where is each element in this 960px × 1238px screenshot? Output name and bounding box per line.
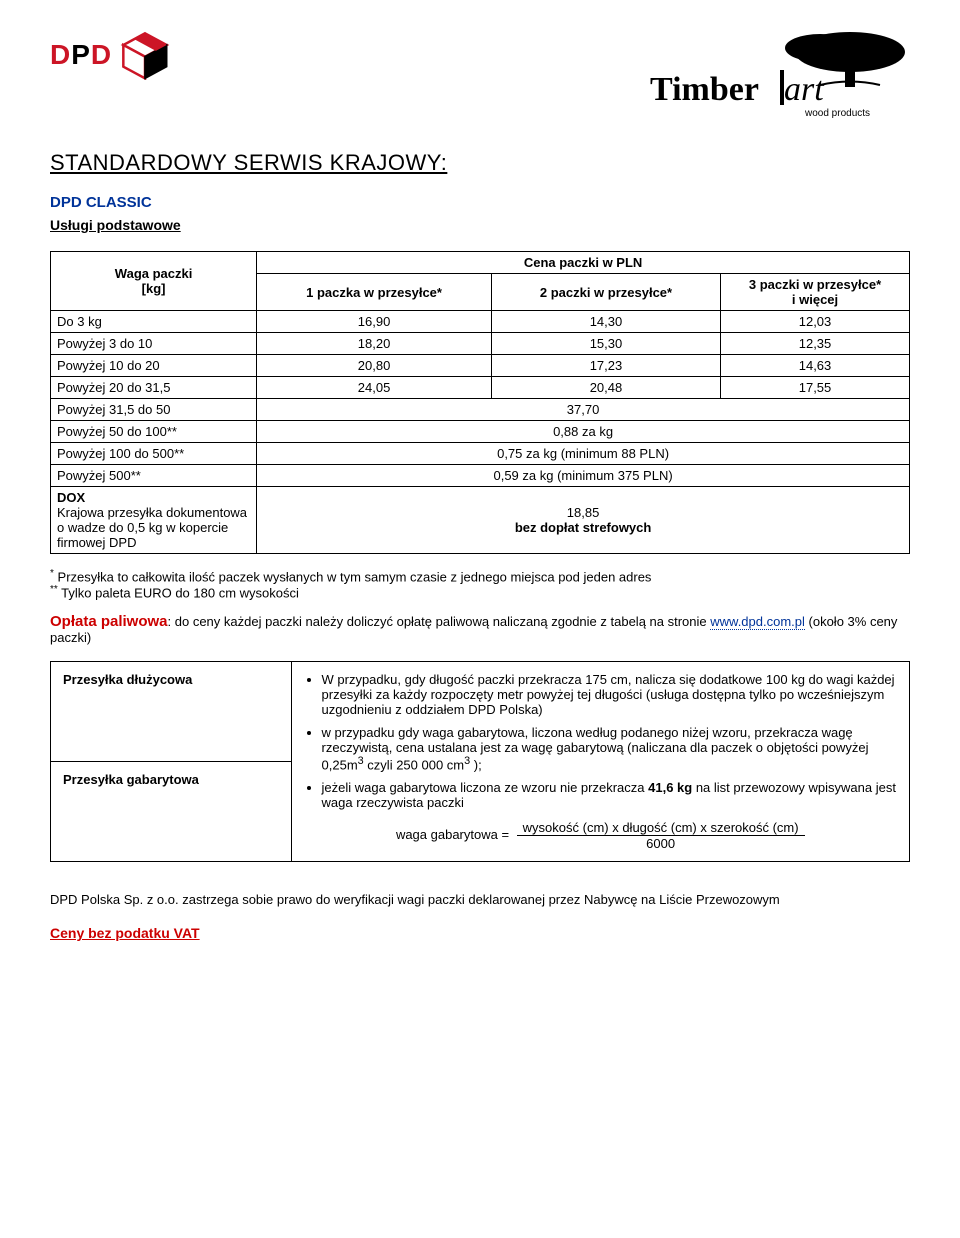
page-title: STANDARDOWY SERWIS KRAJOWY:	[50, 150, 910, 176]
logo-dpd-text: DPD	[50, 39, 112, 71]
formula-lhs: waga gabarytowa =	[396, 827, 513, 842]
col1: 1 paczka w przesyłce*	[257, 274, 492, 311]
fuel-note: Opłata paliwowa: do ceny każdej paczki n…	[50, 613, 910, 645]
svg-text:wood products: wood products	[804, 108, 870, 119]
fuel-text1: : do ceny każdej paczki należy doliczyć …	[168, 614, 711, 629]
price-table: Waga paczki [kg] Cena paczki w PLN 1 pac…	[50, 251, 910, 554]
note2-pre: **	[50, 584, 58, 595]
fuel-link[interactable]: www.dpd.com.pl	[710, 614, 805, 630]
footer-note: DPD Polska Sp. z o.o. zastrzega sobie pr…	[50, 892, 910, 907]
col-super: Cena paczki w PLN	[257, 252, 910, 274]
vat-note: Ceny bez podatku VAT	[50, 925, 910, 941]
header-logos: DPD Timber art wood products	[50, 30, 910, 120]
table-row: Powyżej 100 do 500** 0,75 za kg (minimum…	[51, 443, 910, 465]
col3a: 3 paczki w przesyłce*	[749, 277, 881, 292]
info-row-dluzycowa: Przesyłka dłużycowa W przypadku, gdy dłu…	[51, 661, 910, 761]
product-name: DPD CLASSIC	[50, 194, 910, 211]
col-rowlabel-1: Waga paczki	[115, 266, 193, 281]
dox-val-1: 18,85	[567, 505, 600, 520]
logo-timber: Timber art wood products	[650, 30, 910, 120]
table-row: Powyżej 3 do 10 18,20 15,30 12,35	[51, 333, 910, 355]
table-row-dox: DOX Krajowa przesyłka dokumentowa o wadz…	[51, 487, 910, 554]
col3b: i więcej	[792, 292, 838, 307]
table-row: Powyżej 500** 0,59 za kg (minimum 375 PL…	[51, 465, 910, 487]
footnotes: * Przesyłka to całkowita ilość paczek wy…	[50, 568, 910, 601]
note2: Tylko paleta EURO do 180 cm wysokości	[58, 586, 299, 601]
table-row: Powyżej 50 do 100** 0,88 za kg	[51, 421, 910, 443]
fuel-label: Opłata paliwowa	[50, 613, 168, 630]
col-rowlabel-2: [kg]	[142, 281, 166, 296]
bullet-gab-2: jeżeli waga gabarytowa liczona ze wzoru …	[322, 780, 897, 810]
logo-dpd: DPD	[50, 30, 170, 80]
formula-top: wysokość (cm) x długość (cm) x szerokość…	[517, 820, 805, 836]
bullet-dluzycowa: W przypadku, gdy długość paczki przekrac…	[322, 672, 897, 717]
info-label-1: Przesyłka dłużycowa	[51, 661, 292, 761]
subtitle: Usługi podstawowe	[50, 217, 910, 233]
info-label-2: Przesyłka gabarytowa	[51, 761, 292, 861]
note1: Przesyłka to całkowita ilość paczek wysł…	[54, 569, 652, 584]
formula-bot: 6000	[517, 836, 805, 851]
table-row: Powyżej 10 do 20 20,80 17,23 14,63	[51, 355, 910, 377]
dox-val-2: bez dopłat strefowych	[515, 520, 652, 535]
dpd-cube-icon	[120, 30, 170, 80]
bullet-gab-1: w przypadku gdy waga gabarytowa, liczona…	[322, 725, 897, 772]
info-content: W przypadku, gdy długość paczki przekrac…	[291, 661, 909, 861]
dox-l1: DOX	[57, 490, 85, 505]
timber-logo-icon: Timber art wood products	[650, 30, 910, 120]
table-row: Powyżej 31,5 do 50 37,70	[51, 399, 910, 421]
formula: waga gabarytowa = wysokość (cm) x długoś…	[304, 820, 897, 851]
svg-text:Timber: Timber	[650, 71, 759, 108]
table-row: Do 3 kg 16,90 14,30 12,03	[51, 311, 910, 333]
svg-text:art: art	[784, 71, 825, 108]
dox-l2: Krajowa przesyłka dokumentowa o wadze do…	[57, 505, 247, 550]
info-table: Przesyłka dłużycowa W przypadku, gdy dłu…	[50, 661, 910, 862]
table-row: Powyżej 20 do 31,5 24,05 20,48 17,55	[51, 377, 910, 399]
col2: 2 paczki w przesyłce*	[491, 274, 720, 311]
